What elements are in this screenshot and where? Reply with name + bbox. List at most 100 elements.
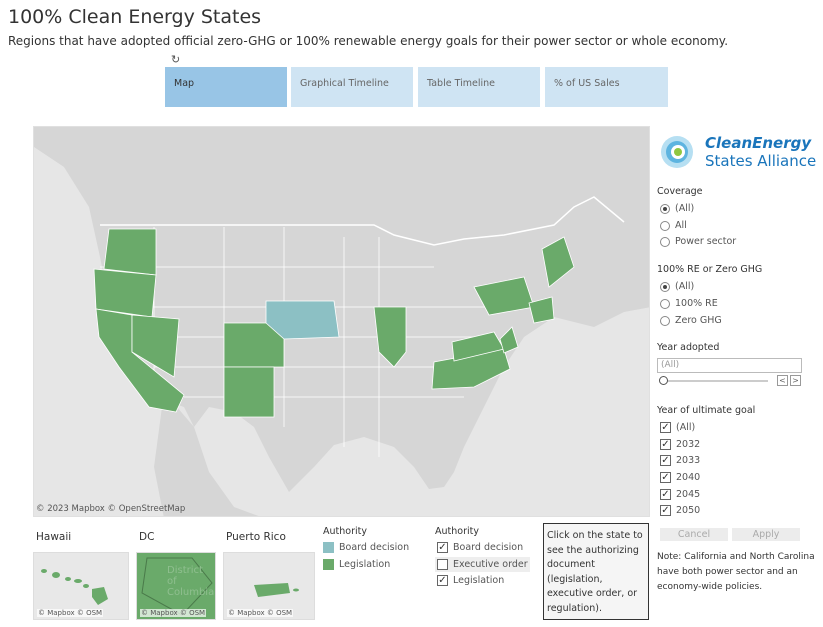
step-forward-icon[interactable]: > xyxy=(790,375,801,386)
note-text: Note: California and North Carolina have… xyxy=(657,552,815,592)
hawaii-map-canvas[interactable] xyxy=(34,553,129,620)
option-label: 100% RE xyxy=(675,298,718,309)
re-option-zero-ghg[interactable]: Zero GHG xyxy=(660,315,722,326)
checkbox-checked-icon[interactable]: ✓ xyxy=(660,439,671,450)
dc-attribution: © Mapbox © OSM xyxy=(140,609,207,617)
hawaii-inset-map[interactable]: © Mapbox © OSM xyxy=(33,552,129,620)
option-label: Power sector xyxy=(675,236,737,247)
state-nebraska[interactable] xyxy=(265,300,340,340)
state-washington[interactable] xyxy=(103,228,157,276)
checkbox-checked-icon[interactable]: ✓ xyxy=(437,575,448,586)
goal-option-all[interactable]: ✓ (All) xyxy=(660,422,695,433)
re-option-all[interactable]: (All) xyxy=(660,281,694,292)
north-america-land xyxy=(34,127,649,492)
coverage-option-all-paren[interactable]: (All) xyxy=(660,203,694,214)
option-label: 2040 xyxy=(676,472,701,483)
checkbox-checked-icon[interactable]: ✓ xyxy=(660,505,671,516)
re-option-100-re[interactable]: 100% RE xyxy=(660,298,718,309)
year-slider-track[interactable] xyxy=(663,380,768,382)
puerto-rico-inset-map[interactable]: © Mapbox © OSM xyxy=(223,552,315,620)
coverage-option-all[interactable]: All xyxy=(660,220,687,231)
puerto-rico-label: Puerto Rico xyxy=(226,531,286,543)
radio-icon[interactable] xyxy=(660,236,670,247)
checkbox-unchecked-icon[interactable] xyxy=(437,559,448,570)
legislation-swatch xyxy=(323,559,334,570)
tab-label: Table Timeline xyxy=(427,78,495,89)
radio-icon[interactable] xyxy=(660,298,670,309)
legend-legislation[interactable]: Legislation xyxy=(323,559,390,570)
state-maryland[interactable] xyxy=(499,326,519,354)
legend-label: Legislation xyxy=(453,575,505,586)
legend-label: Legislation xyxy=(339,559,391,570)
coverage-filter-title: Coverage xyxy=(657,186,703,197)
checkbox-checked-icon[interactable]: ✓ xyxy=(660,472,671,483)
us-canada-border xyxy=(100,196,625,246)
map-attribution: © 2023 Mapbox © OpenStreetMap xyxy=(36,504,186,514)
goal-option-2033[interactable]: ✓ 2033 xyxy=(660,455,700,466)
dc-inset-map[interactable]: District of Columbia © Mapbox © OSM xyxy=(136,552,216,620)
goal-option-2040[interactable]: ✓ 2040 xyxy=(660,472,700,483)
state-illinois[interactable] xyxy=(373,306,407,368)
legend-board-decision[interactable]: Board decision xyxy=(323,542,409,553)
puerto-rico-map-canvas[interactable] xyxy=(224,553,315,620)
option-label: Zero GHG xyxy=(675,315,722,326)
map-canvas[interactable] xyxy=(34,127,650,517)
cancel-button[interactable]: Cancel xyxy=(660,528,728,541)
filter-board-decision[interactable]: ✓ Board decision xyxy=(437,542,523,553)
us-map[interactable]: © 2023 Mapbox © OpenStreetMap xyxy=(33,126,650,517)
option-label: 2033 xyxy=(676,455,701,466)
logo-text-line1: CleanEnergy xyxy=(705,134,812,152)
filter-legislation[interactable]: ✓ Legislation xyxy=(437,575,504,586)
loading-icon: ↻ xyxy=(171,53,181,66)
state-massachusetts[interactable] xyxy=(528,296,555,324)
goal-option-2050[interactable]: ✓ 2050 xyxy=(660,505,700,516)
filter-executive-order[interactable]: Executive order xyxy=(435,557,530,572)
board-decision-swatch xyxy=(323,542,334,553)
state-nevada[interactable] xyxy=(131,314,180,378)
radio-icon[interactable] xyxy=(660,315,670,326)
dc-ghost-label: District of Columbia xyxy=(167,565,215,598)
step-back-icon[interactable]: < xyxy=(777,375,788,386)
page-subtitle: Regions that have adopted official zero-… xyxy=(8,34,729,48)
checkbox-checked-icon[interactable]: ✓ xyxy=(660,489,671,500)
tab-table-timeline[interactable]: Table Timeline xyxy=(418,67,542,107)
tab-us-sales[interactable]: % of US Sales xyxy=(545,67,670,107)
state-maine[interactable] xyxy=(541,236,575,288)
re-filter-title: 100% RE or Zero GHG xyxy=(657,264,763,275)
hawaii-attribution: © Mapbox © OSM xyxy=(37,609,104,617)
year-adopted-input[interactable]: (All) xyxy=(657,358,802,373)
radio-icon[interactable] xyxy=(660,220,670,231)
state-new-mexico[interactable] xyxy=(223,366,275,418)
clean-energy-logo-icon xyxy=(661,136,693,168)
coverage-option-power[interactable]: Power sector xyxy=(660,236,736,247)
tab-graphical-timeline[interactable]: Graphical Timeline xyxy=(291,67,415,107)
ultimate-goal-title: Year of ultimate goal xyxy=(657,405,756,416)
year-slider-thumb[interactable] xyxy=(659,376,668,385)
logo-text-line2: States Alliance xyxy=(705,152,817,170)
tab-label: % of US Sales xyxy=(554,78,620,89)
checkbox-checked-icon[interactable]: ✓ xyxy=(660,422,671,433)
radio-icon[interactable] xyxy=(660,203,670,214)
legend-label: Board decision xyxy=(453,542,524,553)
apply-button[interactable]: Apply xyxy=(732,528,800,541)
dc-map-canvas[interactable] xyxy=(137,553,216,620)
authority-color-legend-title: Authority xyxy=(323,526,367,537)
option-label: 2045 xyxy=(676,489,701,500)
dc-label: DC xyxy=(139,531,155,543)
state-colorado[interactable] xyxy=(223,322,285,368)
state-oregon[interactable] xyxy=(93,268,157,318)
mexico-land xyxy=(154,392,259,516)
checkbox-checked-icon[interactable]: ✓ xyxy=(437,542,448,553)
checkbox-checked-icon[interactable]: ✓ xyxy=(660,455,671,466)
info-box: Click on the state to see the authorizin… xyxy=(543,523,649,620)
goal-option-2032[interactable]: ✓ 2032 xyxy=(660,439,700,450)
goal-option-2045[interactable]: ✓ 2045 xyxy=(660,489,700,500)
option-label: 2032 xyxy=(676,439,701,450)
legislation-states[interactable] xyxy=(93,228,575,418)
radio-icon[interactable] xyxy=(660,281,670,292)
tab-map[interactable]: Map xyxy=(165,67,289,107)
page-title: 100% Clean Energy States xyxy=(8,6,262,28)
legend-label: Board decision xyxy=(339,542,410,553)
year-adopted-title: Year adopted xyxy=(657,342,720,353)
legend-label: Executive order xyxy=(453,559,528,570)
